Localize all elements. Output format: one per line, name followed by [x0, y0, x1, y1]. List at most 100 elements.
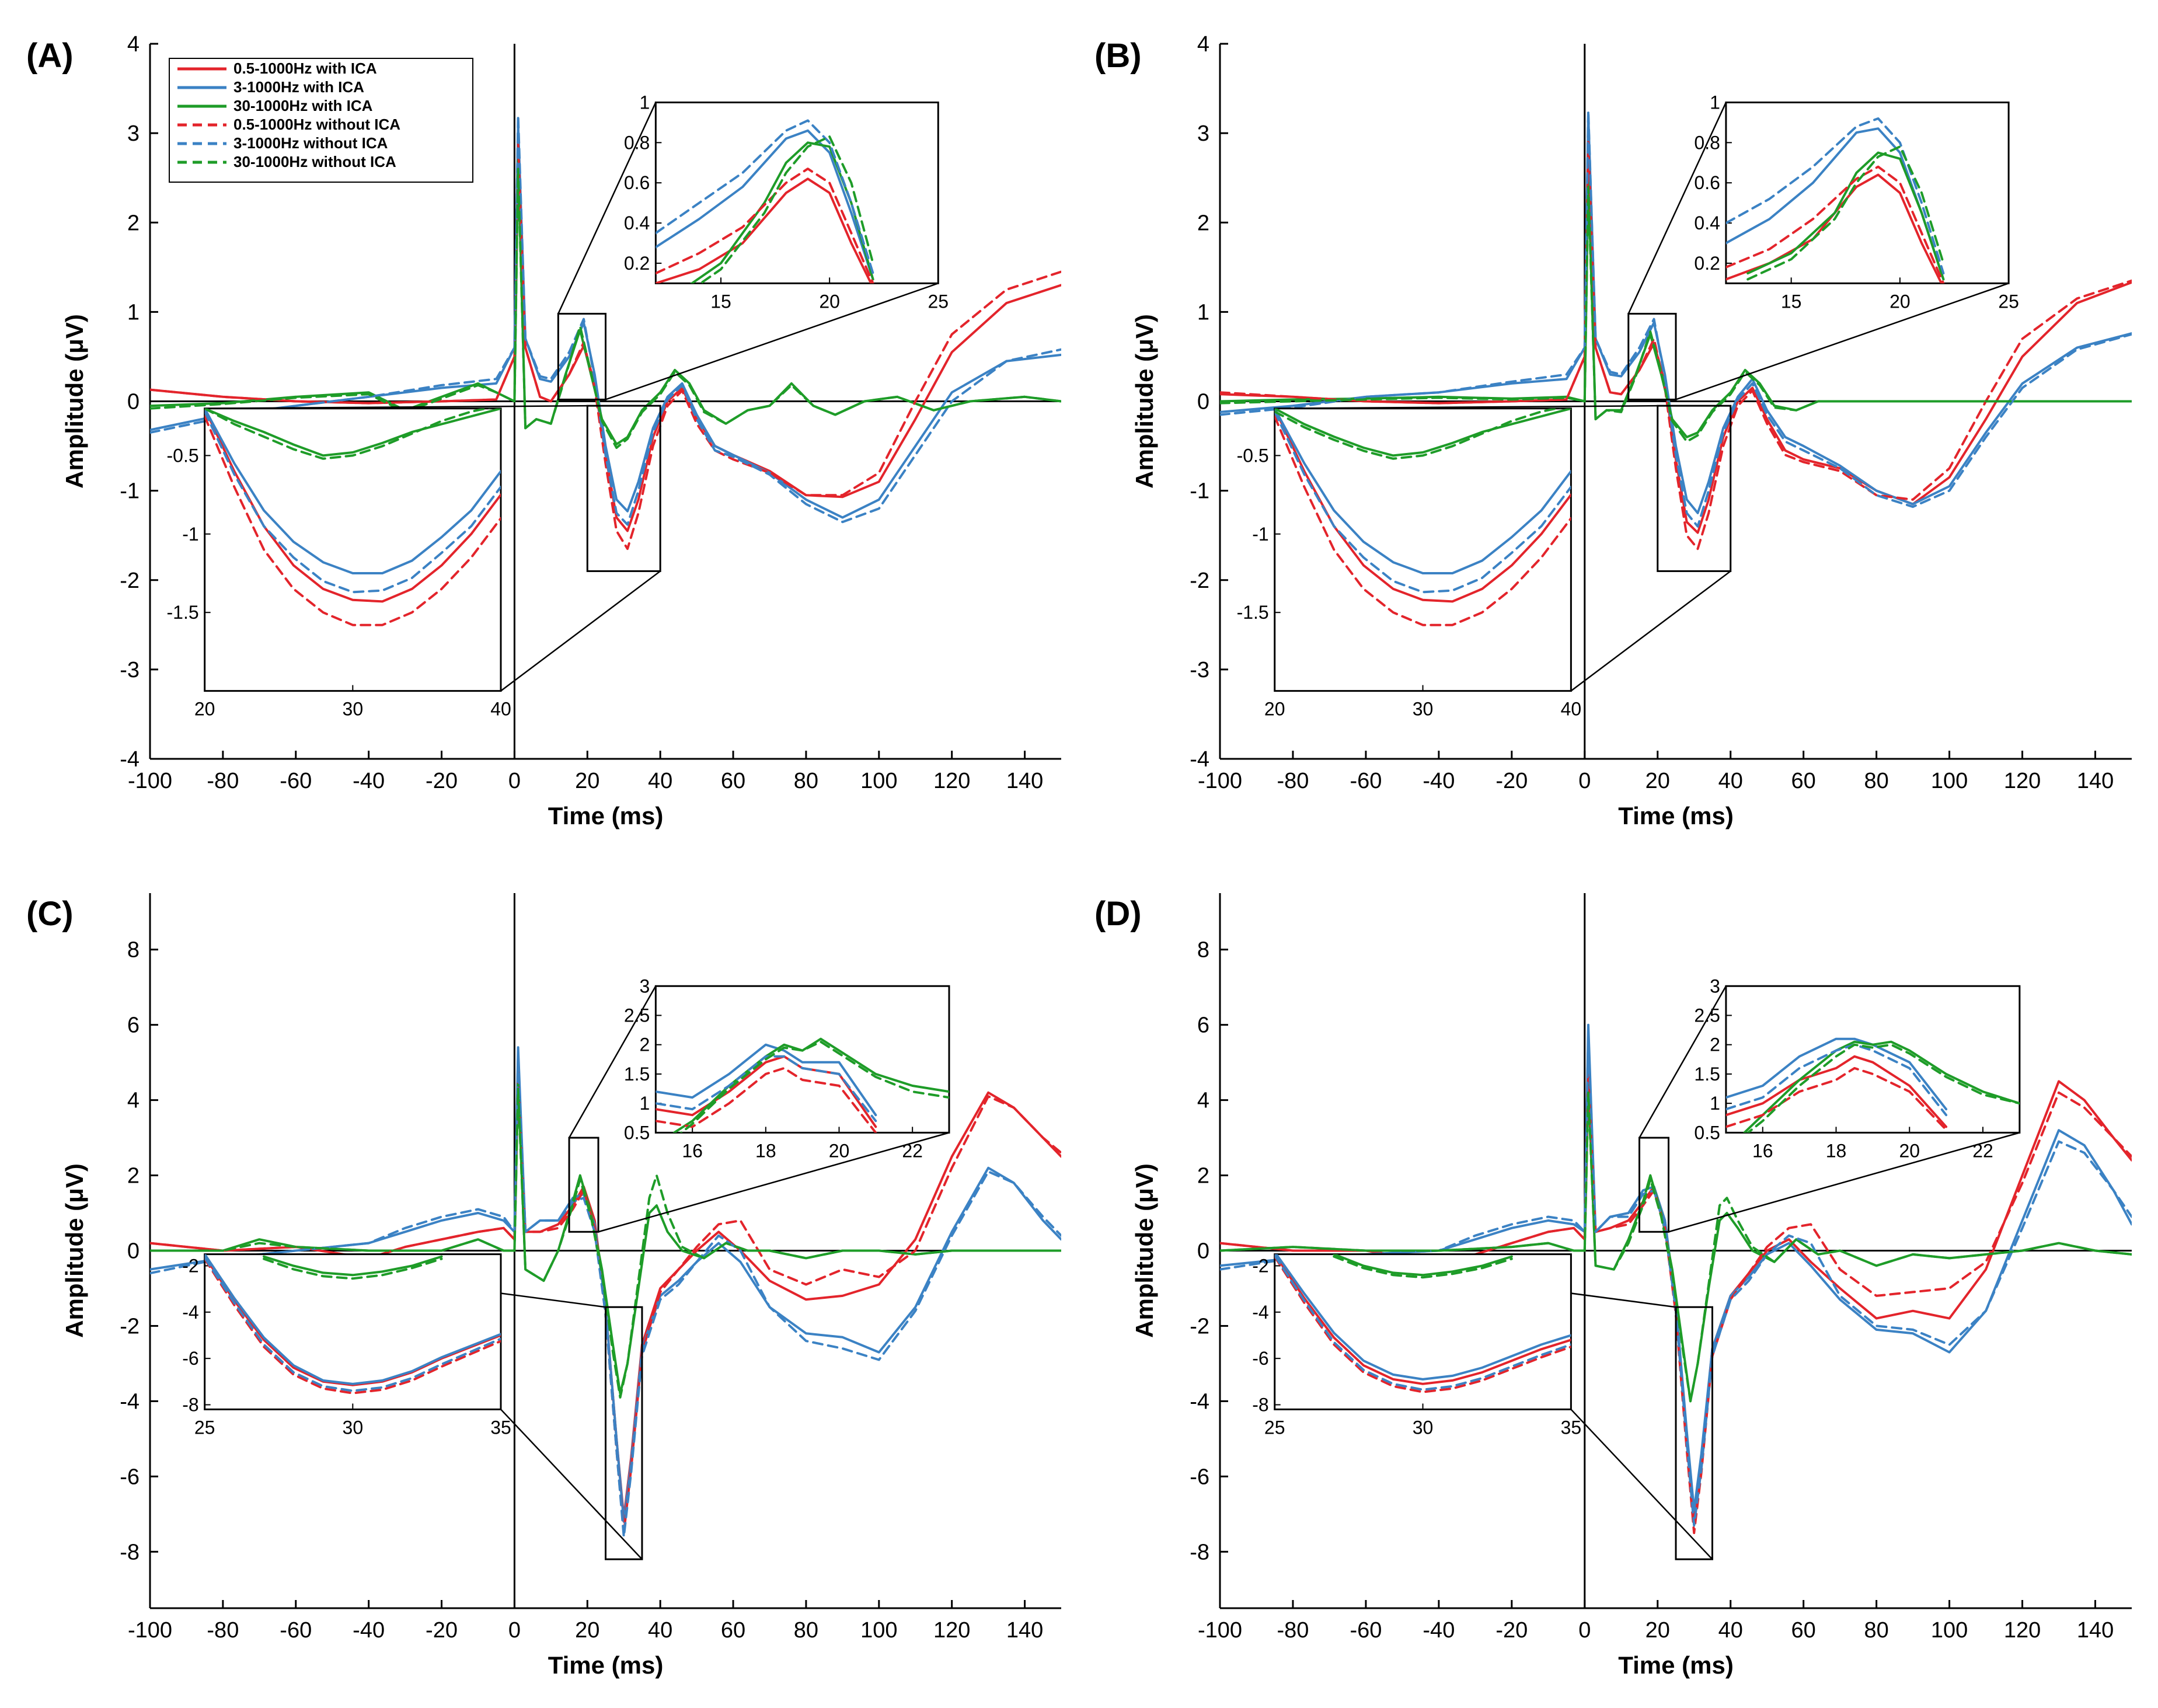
- inset-series-line-5: [1746, 1043, 2020, 1133]
- x-axis-title: Time (ms): [548, 802, 664, 829]
- inset-series-line-4: [656, 1055, 877, 1123]
- legend-label: 0.5-1000Hz with ICA: [233, 60, 377, 77]
- zoom-connector-line: [500, 1409, 643, 1560]
- zoom-connector-line: [1570, 1409, 1713, 1560]
- x-tick-label: -40: [353, 1618, 385, 1643]
- inset-y-tick-label: -4: [1252, 1302, 1268, 1323]
- inset-series-line-1: [204, 408, 501, 574]
- x-tick-label: 0: [1578, 1618, 1591, 1643]
- main-series-line-4: [1220, 1031, 2132, 1527]
- y-tick-label: -8: [1190, 1540, 1209, 1564]
- x-tick-label: -40: [353, 769, 385, 793]
- inset-y-tick-label: 2: [1710, 1034, 1720, 1055]
- x-tick-label: -100: [128, 769, 172, 793]
- y-tick-label: -1: [1190, 479, 1209, 504]
- y-tick-label: -3: [120, 658, 140, 682]
- zoom-source-box: [586, 405, 661, 572]
- y-tick-label: 0: [1197, 1239, 1209, 1264]
- x-tick-label: 60: [721, 769, 745, 793]
- inset-y-tick-label: -6: [1252, 1348, 1268, 1369]
- inset-y-tick-label: 0.8: [1694, 132, 1720, 153]
- y-tick-label: -8: [120, 1540, 140, 1564]
- inset-x-tick-label: 20: [1889, 291, 1911, 312]
- x-tick-label: 140: [2077, 1618, 2114, 1643]
- inset-y-tick-label: -1: [1252, 524, 1268, 545]
- y-tick-label: 0: [127, 390, 140, 414]
- legend-label: 30-1000Hz with ICA: [233, 97, 373, 114]
- x-tick-label: 20: [1645, 1618, 1670, 1643]
- x-tick-label: -20: [1495, 1618, 1528, 1643]
- panel-label: (C): [26, 895, 74, 933]
- x-tick-label: -100: [128, 1618, 172, 1643]
- x-tick-label: 140: [1006, 1618, 1043, 1643]
- inset-y-tick-label: 1: [1710, 92, 1720, 113]
- inset-series-line-1: [656, 1043, 877, 1117]
- zoom-source-box: [1627, 312, 1677, 400]
- x-tick-label: 100: [1931, 1618, 1968, 1643]
- x-tick-label: -60: [1350, 769, 1382, 793]
- main-series-line-1: [150, 123, 1061, 519]
- main-series-line-4: [150, 1054, 1061, 1538]
- inset-series-line-4: [204, 1256, 501, 1392]
- y-axis-title: Amplitude (μV): [61, 1163, 88, 1338]
- inset-series-line-1: [204, 1254, 501, 1385]
- zoom-source-box: [605, 1306, 643, 1560]
- x-tick-label: -80: [207, 769, 239, 793]
- zoom-source-box: [1638, 1137, 1670, 1233]
- inset-y-tick-label: 2.5: [1694, 1005, 1720, 1026]
- x-tick-label: -60: [1350, 1618, 1382, 1643]
- inset-series-line-4: [656, 119, 874, 275]
- inset-series-line-3: [1725, 165, 1945, 284]
- inset-x-tick-label: 25: [1264, 1417, 1285, 1438]
- inset-x-tick-label: 20: [1899, 1140, 1920, 1161]
- y-tick-label: 8: [127, 938, 140, 963]
- x-tick-label: 60: [721, 1618, 745, 1643]
- inset-series-line-3: [204, 415, 501, 626]
- main-series-line-5: [1220, 186, 2132, 443]
- inset-series-line-4: [1274, 410, 1571, 594]
- inset-series-line-5: [204, 408, 492, 460]
- x-tick-label: 140: [2077, 769, 2114, 793]
- x-tick-label: -60: [280, 769, 312, 793]
- inset-y-tick-label: -1: [182, 524, 198, 545]
- inset-x-tick-label: 35: [1561, 1417, 1582, 1438]
- inset-series-line-5: [679, 1040, 949, 1133]
- inset-x-tick-label: 20: [194, 699, 215, 720]
- inset-series-line-2: [263, 1255, 443, 1277]
- inset-series-line-2: [1333, 1254, 1513, 1277]
- inset-series-line-4: [1725, 1043, 1948, 1117]
- zoom-connector-line: [557, 102, 657, 314]
- inset-x-tick-label: 25: [194, 1417, 215, 1438]
- zoom-connector-line: [1627, 102, 1727, 314]
- inset-series-line-5: [1274, 408, 1562, 460]
- panel-4: (D)-100 -80 -60 -40 -20 0 20 40 60 80 100 120 140-8-…: [1094, 893, 2132, 1679]
- x-tick-label: 120: [2004, 769, 2041, 793]
- panel-1: (A)-100 -80 -60 -40 -20 0 20 40 60 80 100 120 140-4-…: [26, 32, 1061, 829]
- inset-lower-left: 20 30 40 -1.5 -1 -0.5: [1237, 405, 1732, 720]
- panel-label: (A): [26, 37, 74, 75]
- inset-y-tick-label: 1: [640, 1093, 650, 1114]
- inset-y-tick-label: -0.5: [1237, 445, 1269, 466]
- inset-series-line-2: [1743, 1040, 2020, 1133]
- y-tick-label: -4: [120, 747, 140, 772]
- x-tick-label: 80: [1864, 769, 1888, 793]
- y-tick-label: -6: [120, 1465, 140, 1489]
- y-tick-label: 6: [1197, 1013, 1209, 1038]
- inset-upper-right: 16 18 20 22 0.5 1 1.5 2 2.5 3: [568, 975, 950, 1233]
- zoom-source-box: [1675, 1306, 1713, 1560]
- inset-series-line-2: [204, 408, 501, 457]
- y-tick-label: 4: [1197, 32, 1209, 57]
- inset-series-line-5: [263, 1257, 443, 1280]
- main-series-line-5: [150, 1087, 1061, 1399]
- main-series-line-5: [150, 168, 1061, 449]
- legend-box: [169, 58, 473, 183]
- x-tick-label: 100: [860, 769, 897, 793]
- y-tick-label: 2: [1197, 211, 1209, 235]
- main-series-line-1: [1220, 1023, 2132, 1512]
- inset-y-tick-label: 3: [1710, 975, 1720, 996]
- main-series-line-4: [1220, 109, 2132, 528]
- x-tick-label: 40: [648, 769, 672, 793]
- legend-label: 3-1000Hz with ICA: [233, 78, 364, 96]
- inset-y-tick-label: 3: [640, 975, 650, 996]
